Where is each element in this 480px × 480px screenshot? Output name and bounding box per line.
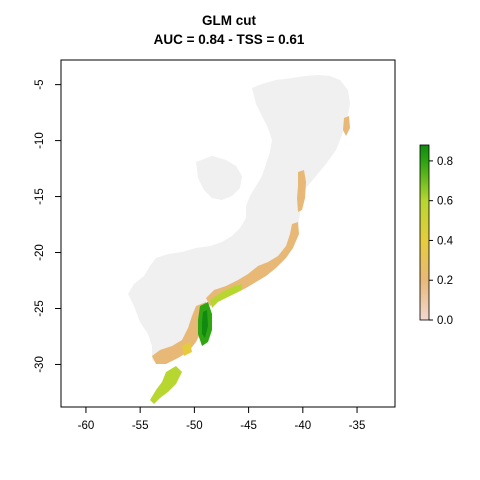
- map-subtitle: AUC = 0.84 - TSS = 0.61: [154, 32, 305, 47]
- legend-ticks: 0.0 0.2 0.4 0.6 0.8: [429, 156, 454, 327]
- legend-tick-label: 0.4: [437, 235, 454, 247]
- study-area-background-west: [196, 156, 242, 200]
- y-tick-label: -25: [34, 300, 46, 317]
- suitability-band-mid-serra: [210, 284, 242, 308]
- x-tick-label: -60: [78, 420, 95, 432]
- x-tick-label: -45: [240, 420, 257, 432]
- x-tick-label: -50: [186, 420, 203, 432]
- y-tick-label: -15: [34, 188, 46, 205]
- suitability-band-top-core: [202, 310, 208, 338]
- legend-tick-label: 0.2: [437, 275, 453, 287]
- y-axis: -5 -10 -15 -20 -25 -30: [34, 80, 61, 373]
- map-title: GLM cut: [202, 13, 256, 28]
- x-tick-label: -35: [349, 420, 366, 432]
- suitability-band-low-south: [152, 302, 208, 364]
- y-tick-label: -30: [34, 356, 46, 373]
- plot-frame: [60, 59, 396, 408]
- study-area-background: [128, 75, 350, 364]
- legend-color-bar: [419, 144, 430, 321]
- legend-tick-label: 0.0: [437, 315, 453, 327]
- suitability-band-mid-south-coast: [150, 366, 182, 404]
- suitability-band-low-bahia: [297, 170, 306, 212]
- x-tick-label: -40: [295, 420, 312, 432]
- suitability-band-low-north: [343, 116, 350, 136]
- suitability-band-mid-patch: [182, 342, 192, 356]
- legend-tick-label: 0.6: [437, 196, 453, 208]
- y-tick-label: -5: [34, 80, 46, 90]
- y-tick-label: -10: [34, 132, 46, 149]
- legend-tick-label: 0.8: [437, 156, 453, 168]
- y-tick-label: -20: [34, 244, 46, 261]
- x-tick-label: -55: [132, 420, 149, 432]
- suitability-band-low-rio: [206, 222, 299, 306]
- map-plot-area: [128, 75, 350, 404]
- x-axis: -60 -55 -50 -45 -40 -35: [78, 407, 366, 432]
